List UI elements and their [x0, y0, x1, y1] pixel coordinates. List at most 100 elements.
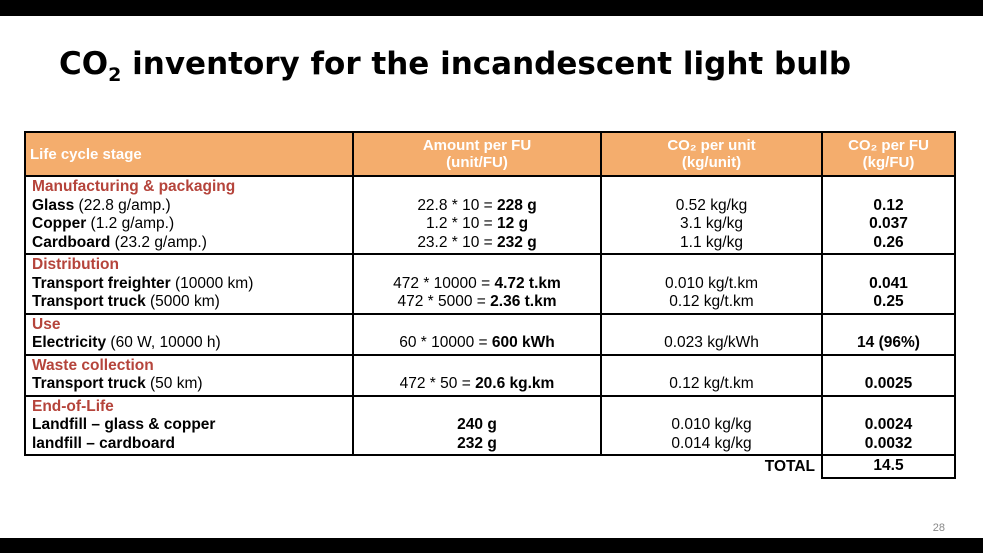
stage-cell: Waste collection Transport truck (50 km): [24, 353, 354, 397]
amount-line: 232 g: [360, 435, 594, 454]
spacer: [360, 357, 594, 376]
spacer: [829, 256, 948, 275]
spacer: [829, 357, 948, 376]
section-row: Distribution Transport freighter (10000 k…: [24, 253, 956, 315]
amount-result: 228 g: [497, 196, 537, 214]
header-amount-per-fu: Amount per FU (unit/FU): [352, 131, 602, 177]
per-fu-value: 0.0032: [864, 434, 913, 452]
spacer: [360, 398, 594, 417]
amount-calc: 1.2 * 10 =: [425, 215, 498, 232]
amount-line: 1.2 * 10 = 12 g: [360, 215, 594, 234]
per-unit-value: 0.52 kg/kg: [675, 196, 748, 214]
spacer: [608, 178, 815, 197]
item-line: Transport truck (50 km): [32, 375, 346, 394]
spacer: [829, 316, 948, 335]
spacer: [608, 256, 815, 275]
item-line: Transport truck (5000 km): [32, 293, 346, 312]
spacer: [360, 178, 594, 197]
item-line: Electricity (60 W, 10000 h): [32, 334, 346, 353]
amount-cell: 60 * 10000 = 600 kWh: [352, 312, 602, 356]
section-row: Waste collection Transport truck (50 km) 4…: [24, 353, 956, 397]
item-detail: (23.2 g/amp.): [110, 233, 207, 251]
total-row: TOTAL 14.5: [25, 454, 956, 479]
amount-calc: 60 * 10000 =: [399, 334, 492, 351]
per-fu-value: 0.12: [873, 196, 904, 214]
per-unit-value: 0.12 kg/t.km: [669, 375, 754, 392]
co2-per-unit-cell: 0.023 kg/kWh: [600, 312, 823, 356]
slide-title: CO2 inventory for the incandescent light…: [59, 46, 852, 86]
co2-inventory-table: Life cycle stage Amount per FU (unit/FU) …: [24, 131, 956, 479]
amount-line: 60 * 10000 = 600 kWh: [360, 334, 594, 353]
amount-calc: 22.8 * 10 =: [417, 196, 498, 214]
stage-cell: Manufacturing & packaging Glass (22.8 g/a…: [24, 175, 354, 255]
co2-per-fu-cell: 0.0025: [821, 353, 956, 397]
amount-calc: 472 * 10000 =: [393, 274, 495, 292]
item-name: Transport freighter: [32, 274, 171, 292]
stage-cell: Distribution Transport freighter (10000 k…: [24, 253, 354, 315]
amount-result: 20.6 kg.km: [475, 375, 555, 392]
item-detail: (50 km): [145, 375, 203, 392]
amount-line: 23.2 * 10 = 232 g: [360, 234, 594, 253]
item-line: Landfill – glass & copper: [32, 416, 346, 435]
per-fu-value: 0.037: [869, 215, 908, 232]
amount-line: 472 * 10000 = 4.72 t.km: [360, 275, 594, 294]
item-name: Copper: [32, 215, 87, 232]
table-body: Manufacturing & packaging Glass (22.8 g/a…: [24, 175, 956, 456]
amount-calc: 472 * 50 =: [399, 375, 476, 392]
per-unit-value: 0.014 kg/kg: [671, 434, 752, 452]
co2-per-unit-cell: 0.010 kg/t.km 0.12 kg/t.km: [600, 253, 823, 315]
amount-line: 472 * 50 = 20.6 kg.km: [360, 375, 594, 394]
item-line: Copper (1.2 g/amp.): [32, 215, 346, 234]
amount-result: 12 g: [497, 215, 529, 232]
per-fu-value: 0.041: [869, 274, 908, 292]
spacer: [608, 357, 815, 376]
item-name: Electricity: [32, 334, 107, 351]
section-name: Waste collection: [32, 356, 154, 374]
co2-per-unit-cell: 0.12 kg/t.km: [600, 353, 823, 397]
item-name: Cardboard: [32, 233, 111, 251]
item-detail: (5000 km): [145, 293, 220, 310]
amount-calc: 23.2 * 10 =: [417, 233, 498, 251]
section-row: End-of-Life Landfill – glass & copper land…: [24, 394, 956, 456]
item-detail: (10000 km): [170, 274, 254, 292]
header-life-cycle-stage: Life cycle stage: [24, 131, 354, 177]
section-name: Distribution: [32, 256, 119, 273]
item-name: Landfill – glass & copper: [32, 416, 216, 433]
spacer: [608, 316, 815, 335]
per-fu-value: 0.26: [873, 233, 904, 251]
per-fu-value: 0.25: [873, 293, 904, 310]
amount-cell: 240 g 232 g: [352, 394, 602, 456]
per-unit-value: 0.023 kg/kWh: [664, 334, 759, 351]
stage-cell: End-of-Life Landfill – glass & copper land…: [24, 394, 354, 456]
spacer: [829, 398, 948, 417]
amount-line: 472 * 5000 = 2.36 t.km: [360, 293, 594, 312]
item-line: Transport freighter (10000 km): [32, 275, 346, 294]
amount-calc: 472 * 5000 =: [397, 293, 491, 310]
table-header-row: Life cycle stage Amount per FU (unit/FU) …: [24, 131, 956, 177]
spacer: [829, 178, 948, 197]
amount-line: 22.8 * 10 = 228 g: [360, 197, 594, 216]
item-name: Transport truck: [32, 375, 146, 392]
section-row: Use Electricity (60 W, 10000 h) 60 * 10000…: [24, 312, 956, 356]
amount-cell: 22.8 * 10 = 228 g 1.2 * 10 = 12 g 23.2 * 1…: [352, 175, 602, 255]
amount-result: 232 g: [457, 434, 497, 452]
item-line: Cardboard (23.2 g/amp.): [32, 234, 346, 253]
co2-per-fu-cell: 14 (96%): [821, 312, 956, 356]
amount-line: 240 g: [360, 416, 594, 435]
per-fu-value: 0.0024: [864, 416, 913, 433]
amount-cell: 472 * 10000 = 4.72 t.km 472 * 5000 = 2.36…: [352, 253, 602, 315]
amount-result: 232 g: [497, 233, 537, 251]
co2-per-fu-cell: 0.0024 0.0032: [821, 394, 956, 456]
per-unit-value: 0.010 kg/kg: [671, 416, 752, 433]
item-line: landfill – cardboard: [32, 435, 346, 454]
amount-result: 4.72 t.km: [494, 274, 561, 292]
amount-cell: 472 * 50 = 20.6 kg.km: [352, 353, 602, 397]
total-value: 14.5: [821, 454, 956, 479]
section-name: End-of-Life: [32, 397, 114, 415]
slide: CO2 inventory for the incandescent light…: [0, 16, 983, 538]
spacer: [608, 398, 815, 417]
amount-result: 2.36 t.km: [490, 293, 557, 310]
co2-per-fu-cell: 0.12 0.037 0.26: [821, 175, 956, 255]
co2-per-unit-cell: 0.52 kg/kg 3.1 kg/kg 1.1 kg/kg: [600, 175, 823, 255]
per-unit-value: 0.12 kg/t.km: [669, 293, 754, 310]
